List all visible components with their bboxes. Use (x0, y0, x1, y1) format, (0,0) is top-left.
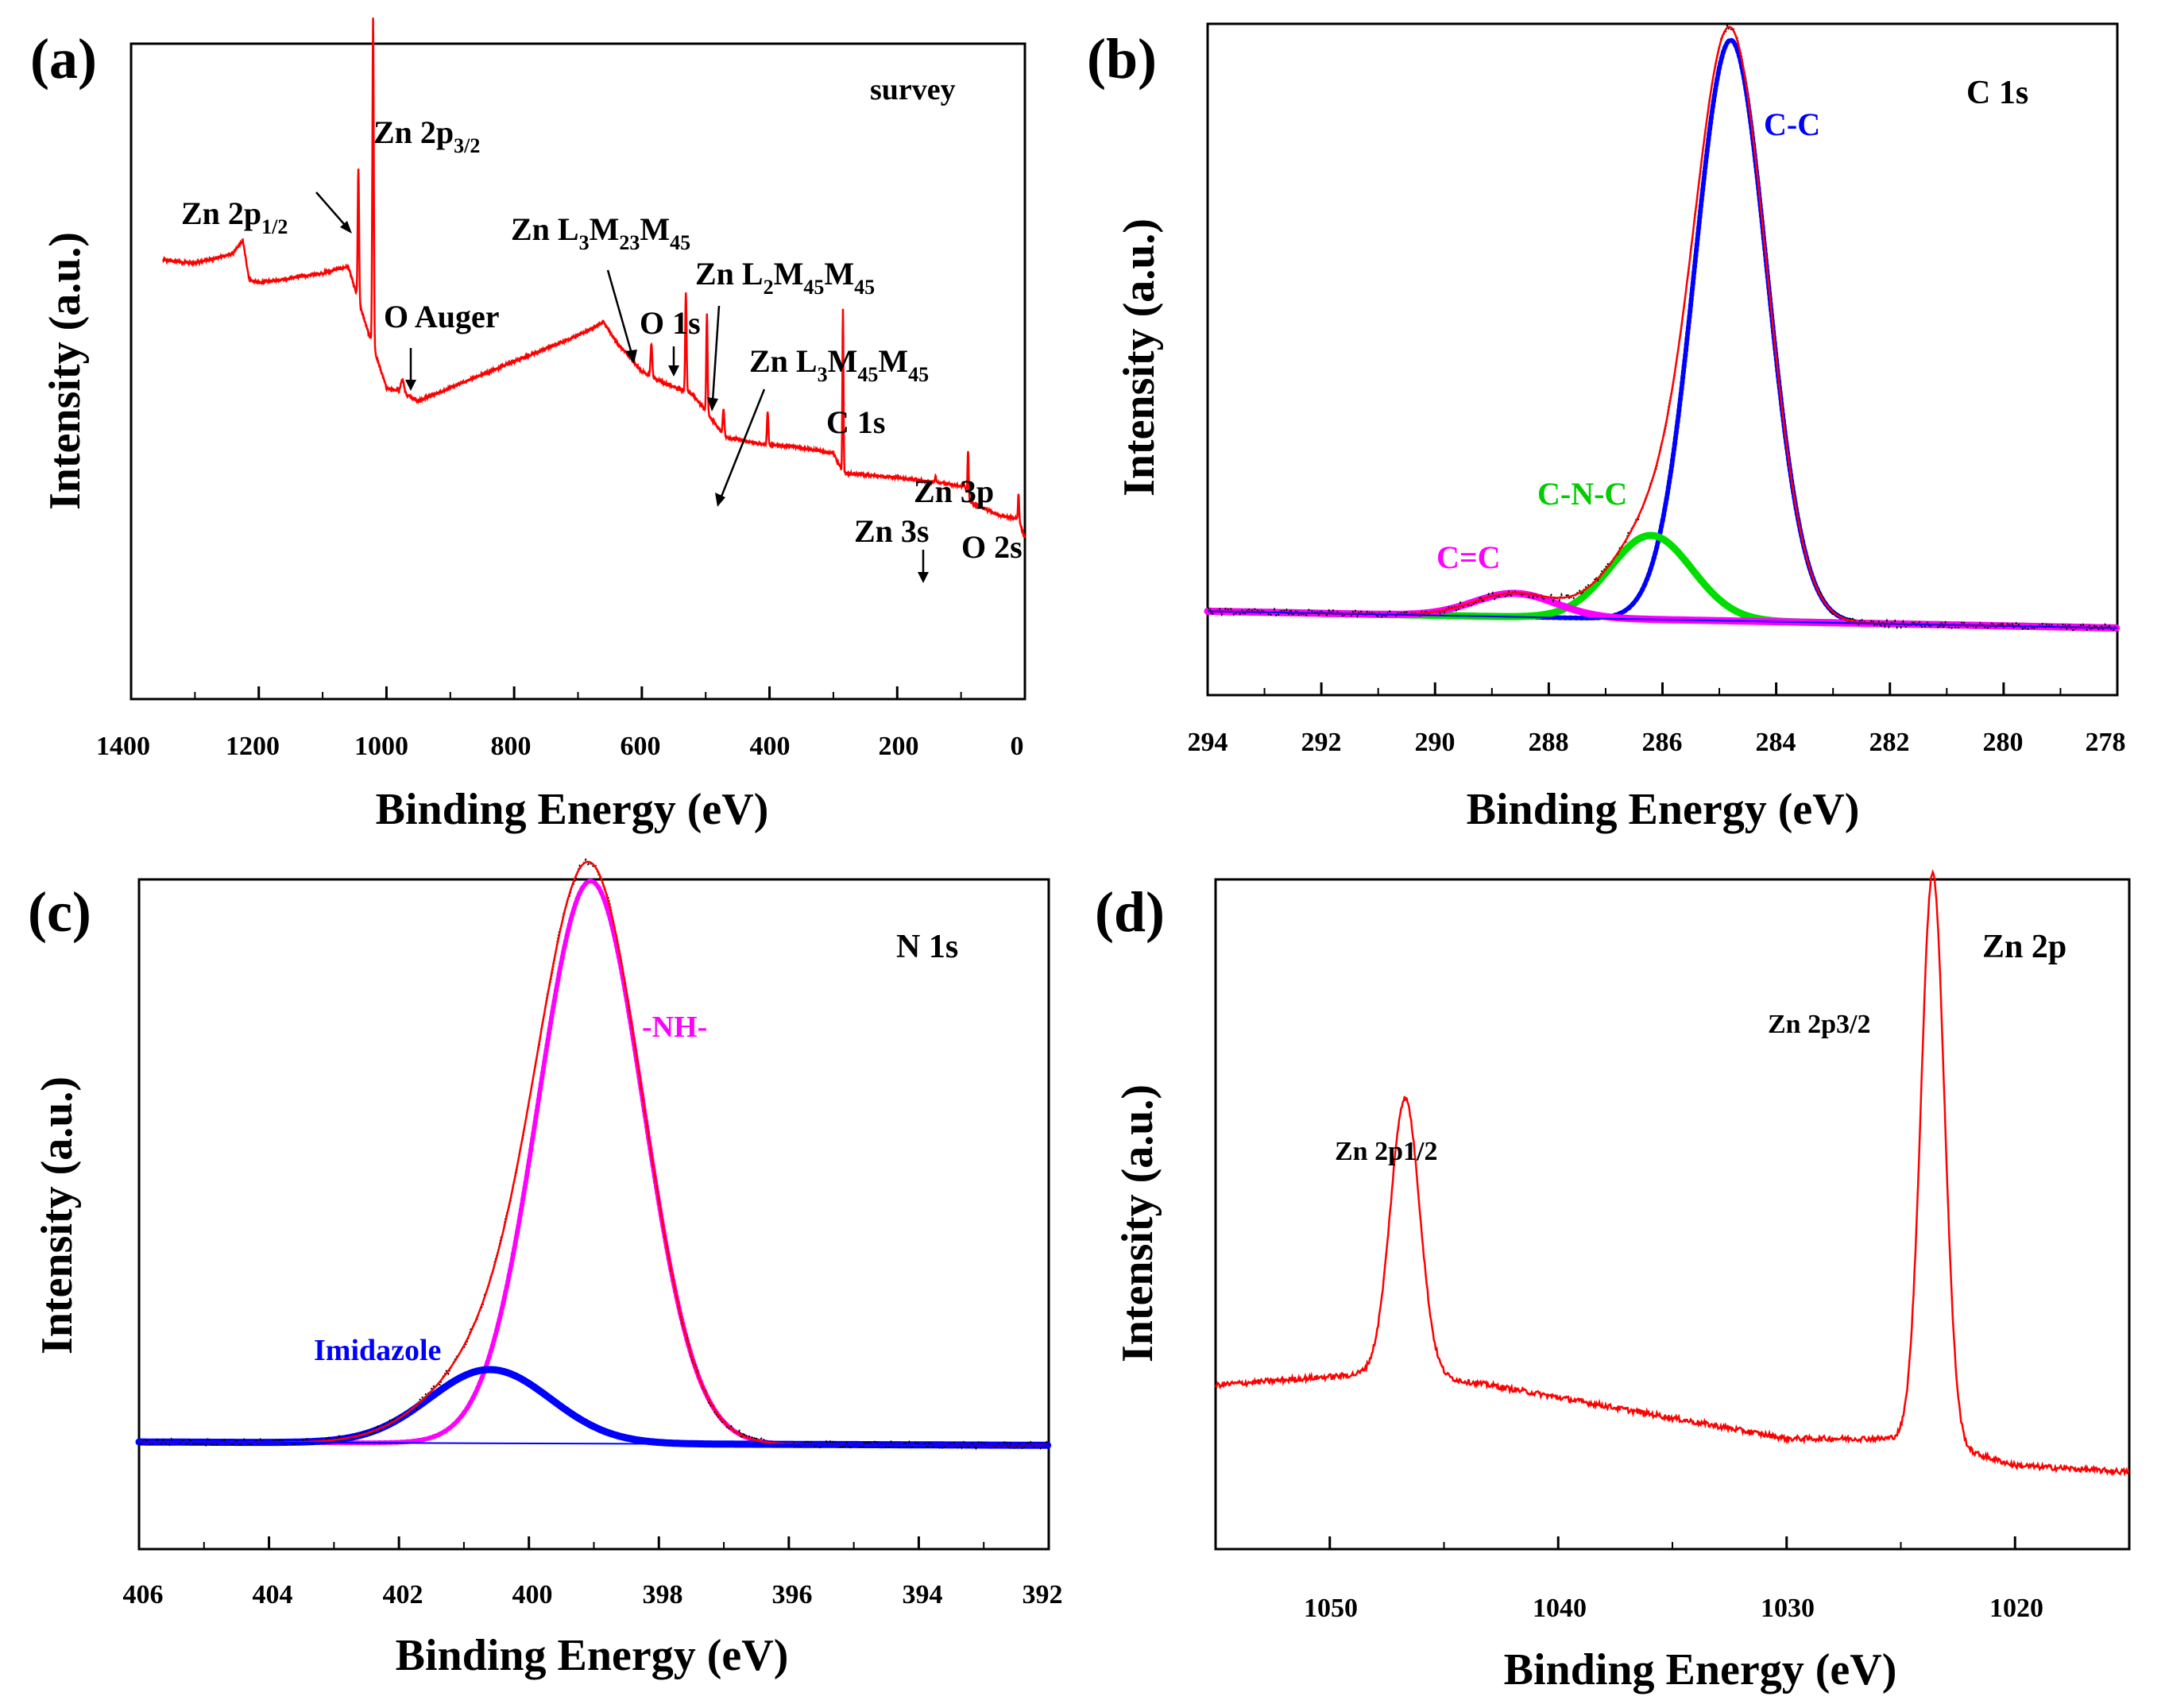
arrowhead-zn-l3m45m45 (715, 493, 725, 507)
tick-label-a-0: 0 (1011, 732, 1024, 761)
tick-label-c-404: 404 (253, 1580, 293, 1609)
arrowhead-zn3s (918, 572, 929, 583)
panel-label-a: (a) (30, 27, 97, 91)
tick-label-c-402: 402 (383, 1580, 423, 1609)
arrow-zn-l3m23m45 (606, 269, 633, 354)
arrowhead-zn-l2m45m45 (707, 397, 718, 412)
tick-label-c-396: 396 (772, 1580, 813, 1609)
label-c-c: C-C (1764, 106, 1820, 142)
title-zn2p: Zn 2p (1982, 929, 2066, 965)
tick-label-a-1400: 1400 (96, 732, 150, 761)
y-axis-title-b: Intensity (a.u.) (1115, 218, 1164, 497)
annot-zn-l3m23m45: Zn L3M23M45 (511, 211, 690, 254)
title-survey: survey (870, 73, 956, 106)
tick-label-a-800: 800 (491, 732, 532, 761)
zn2p-spectrum-line (1214, 869, 2130, 1477)
tick-label-a-400: 400 (750, 732, 791, 761)
x-axis-title-b: Binding Energy (eV) (1467, 785, 1860, 834)
tick-label-b-286: 286 (1642, 728, 1683, 757)
component-c--NH- (137, 879, 1050, 1448)
annot-zn-l3m45m45: Zn L3M45M45 (749, 343, 929, 386)
label-zn2p32: Zn 2p3/2 (1768, 1010, 1870, 1039)
tick-label-b-278: 278 (2086, 728, 2126, 757)
tick-label-b-288: 288 (1529, 728, 1569, 757)
panel-label-d: (d) (1095, 880, 1165, 944)
tick-label-c-406: 406 (123, 1580, 164, 1609)
tick-label-a-600: 600 (621, 732, 661, 761)
panel-label-c: (c) (28, 880, 91, 944)
annot-zn3p: Zn 3p (914, 473, 994, 509)
y-axis-title-a: Intensity (a.u.) (41, 232, 90, 510)
x-ticks-b (1206, 682, 2119, 695)
y-axis-title-c: Intensity (a.u.) (33, 1076, 82, 1354)
annot-zn2p12: Zn 2p1/2 (181, 195, 288, 238)
tick-label-d-1020: 1020 (1989, 1594, 2043, 1623)
label-nh: -NH- (642, 1011, 707, 1044)
y-axis-title-d: Intensity (a.u.) (1113, 1084, 1162, 1362)
arrowhead-zn2p12 (340, 221, 352, 234)
x-axis-title-d: Binding Energy (eV) (1504, 1645, 1897, 1694)
panel-label-b: (b) (1087, 27, 1157, 91)
panel-b-c1s: (b) 294 292 290 288 286 284 282 280 278 … (1087, 22, 2126, 834)
tick-label-d-1030: 1030 (1761, 1594, 1815, 1623)
panel-c-n1s: (c) 406 404 402 400 398 396 394 392 Bind… (28, 857, 1063, 1680)
annot-o2s: O 2s (961, 529, 1023, 565)
title-n1s: N 1s (896, 929, 958, 965)
component-c-Imidazole (135, 1366, 1052, 1449)
tick-label-c-398: 398 (643, 1580, 683, 1609)
annot-o1s: O 1s (640, 305, 701, 341)
annot-zn-l2m45m45: Zn L2M45M45 (695, 256, 875, 299)
tick-label-a-200: 200 (879, 732, 919, 761)
arrow-zn-l2m45m45 (711, 305, 721, 402)
label-zn2p12: Zn 2p1/2 (1335, 1137, 1437, 1166)
panel-d-zn2p: (d) 1050 1040 1030 1020 Binding Energy (… (1095, 869, 2131, 1694)
tick-label-d-1040: 1040 (1533, 1594, 1587, 1623)
panel-a-survey: (a) 1400 1200 1000 800 600 400 200 0 Bin… (30, 17, 1026, 834)
x-axis-title-c: Binding Energy (eV) (396, 1631, 789, 1680)
baseline-c (138, 1441, 1050, 1447)
baseline-b (1207, 610, 2118, 629)
tick-label-a-1200: 1200 (226, 732, 280, 761)
label-imidazole: Imidazole (314, 1334, 441, 1367)
x-axis-title-a: Binding Energy (eV) (376, 785, 769, 834)
survey-spectrum-line (162, 17, 1026, 539)
tick-label-b-292: 292 (1301, 728, 1342, 757)
label-c-eq-c: C=C (1436, 539, 1501, 575)
x-ticks-a (130, 686, 1026, 699)
arrowhead-zn-l3m23m45 (625, 350, 637, 364)
plot-frame-b (1206, 22, 2119, 697)
tick-label-b-294: 294 (1188, 728, 1228, 757)
annot-c1s: C 1s (826, 404, 885, 440)
plot-frame-d (1214, 878, 2131, 1551)
x-ticks-d (1328, 1536, 2016, 1549)
tick-label-c-400: 400 (512, 1580, 553, 1609)
tick-label-c-392: 392 (1023, 1580, 1063, 1609)
tick-label-b-280: 280 (1983, 728, 2024, 757)
arrowhead-o-auger (405, 380, 416, 391)
tick-label-b-284: 284 (1756, 728, 1796, 757)
c1s-curves (1204, 23, 2121, 632)
n1s-curves (135, 857, 1052, 1451)
arrow-zn-l3m45m45 (720, 388, 766, 497)
tick-label-d-1050: 1050 (1304, 1594, 1358, 1623)
annot-zn3s: Zn 3s (854, 513, 930, 549)
annot-zn2p32: Zn 2p3/2 (373, 114, 480, 157)
title-c1s: C 1s (1966, 75, 2028, 111)
x-ticks-c (137, 1536, 1050, 1549)
tick-label-a-1000: 1000 (354, 732, 408, 761)
plot-frame-c (137, 878, 1050, 1551)
tick-label-b-290: 290 (1415, 728, 1456, 757)
tick-label-c-394: 394 (903, 1580, 943, 1609)
tick-label-b-282: 282 (1869, 728, 1910, 757)
annot-o-auger: O Auger (384, 299, 500, 334)
arrowhead-o1s (668, 365, 679, 377)
label-c-n-c: C-N-C (1537, 476, 1627, 512)
